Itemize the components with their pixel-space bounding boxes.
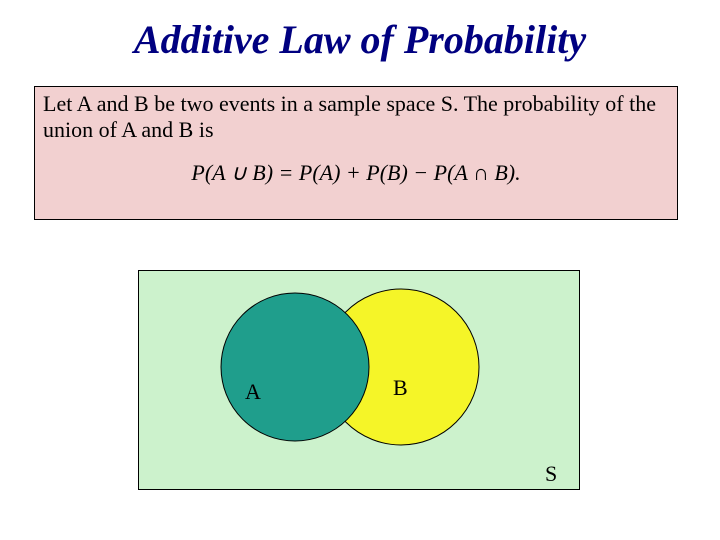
venn-diagram-box: A B S bbox=[138, 270, 580, 490]
venn-diagram-svg bbox=[139, 271, 579, 489]
definition-text: Let A and B be two events in a sample sp… bbox=[43, 91, 669, 144]
page-title: Additive Law of Probability bbox=[0, 16, 720, 63]
formula-text: P(A ∪ B) = P(A) + P(B) − P(A ∩ B). bbox=[43, 160, 669, 186]
sample-space-label: S bbox=[545, 461, 557, 487]
slide: Additive Law of Probability Let A and B … bbox=[0, 0, 720, 540]
definition-box: Let A and B be two events in a sample sp… bbox=[34, 86, 678, 220]
venn-label-a: A bbox=[245, 379, 261, 405]
venn-circle-a bbox=[221, 293, 369, 441]
venn-label-b: B bbox=[393, 375, 408, 401]
